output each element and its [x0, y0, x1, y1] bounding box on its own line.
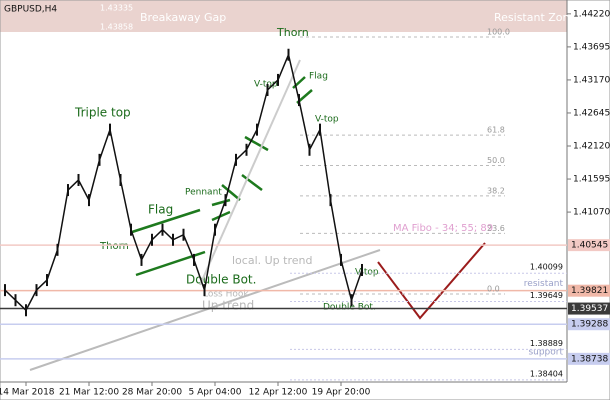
price-bar — [35, 284, 38, 297]
x-tick-label: 21 Mar 12:00 — [59, 388, 119, 398]
price-bar — [298, 94, 300, 107]
annotation: Double Bot. — [323, 303, 376, 313]
price-label: 1.40099 — [530, 263, 563, 272]
annotation: V-top — [355, 268, 379, 278]
price-bar — [287, 48, 290, 61]
annotation: local. Up trend — [232, 254, 312, 267]
annotation: Triple top — [74, 106, 131, 120]
price-bar — [4, 284, 6, 297]
x-tick-label: 12 Apr 12:00 — [249, 388, 308, 398]
annotation: Breakaway Gap — [140, 11, 226, 24]
annotation: MA Fibo - 34; 55; 89 — [393, 223, 493, 234]
price-bar — [361, 263, 363, 276]
price-label: 1.38889 — [530, 339, 563, 348]
annotation: Pennant — [185, 188, 222, 198]
level-box — [568, 302, 610, 315]
annotation: Up trend — [202, 299, 254, 313]
chart-title: GBPUSD,H4 — [4, 5, 57, 15]
price-bar — [172, 233, 174, 246]
x-tick-label: 28 Mar 20:00 — [122, 388, 182, 398]
level-name: support — [528, 347, 563, 357]
y-tick-label: 1.43695 — [573, 42, 610, 52]
price-label: 1.38404 — [530, 369, 563, 378]
level-label: 1.39821 — [571, 286, 608, 296]
price-bar — [130, 223, 132, 236]
price-bar — [46, 274, 48, 287]
gap-label: 1.43858 — [100, 23, 133, 32]
price-bar — [245, 143, 248, 156]
level-box — [568, 284, 610, 297]
level-label: 1.40545 — [571, 241, 608, 251]
price-bar — [140, 253, 143, 266]
level-label: 1.38738 — [571, 354, 608, 364]
fibo-label: 100.0 — [487, 28, 510, 37]
price-bar — [182, 228, 185, 241]
level-name: resistant — [524, 279, 564, 289]
level-box — [568, 318, 610, 331]
price-bar — [98, 153, 101, 166]
trend-line — [199, 59, 301, 286]
fibo-label: 0.0 — [487, 285, 500, 294]
annotation: V-top — [315, 115, 339, 125]
y-tick-label: 1.44220 — [573, 9, 610, 19]
annotation: Resistant Zone — [494, 11, 577, 24]
annotation: Double Bot. — [186, 273, 256, 287]
price-bar — [224, 194, 227, 207]
fibo-label: 38.2 — [487, 186, 505, 195]
price-bar — [109, 123, 111, 136]
y-tick-label: 1.41595 — [573, 175, 610, 185]
price-bar — [203, 284, 206, 297]
annotation: Flag — [309, 72, 328, 82]
price-bar — [67, 184, 69, 197]
price-bar — [340, 253, 342, 266]
price-bar — [329, 194, 332, 207]
level-box — [568, 352, 610, 365]
price-bar — [350, 294, 353, 307]
projection — [377, 242, 486, 320]
price-label: 1.39649 — [530, 291, 563, 300]
level-box — [568, 239, 610, 252]
x-tick-label: 5 Apr 04:00 — [189, 388, 242, 398]
price-bar — [151, 233, 153, 246]
price-bar — [88, 194, 90, 207]
price-bar — [14, 294, 17, 307]
price-bar — [266, 83, 269, 96]
price-bar — [214, 223, 216, 236]
uptrend-line — [29, 249, 381, 371]
level-label: 1.39288 — [571, 320, 608, 330]
price-bar — [256, 123, 258, 136]
annotation: Loss Hook — [203, 290, 249, 300]
x-tick-label: 14 Mar 2018 — [0, 388, 55, 398]
price-bar — [56, 243, 59, 256]
price-bar — [308, 143, 311, 156]
price-bar — [119, 173, 122, 186]
price-bar — [25, 304, 27, 317]
gap-label: 1.43335 — [100, 4, 133, 13]
fibo-label: 23.6 — [487, 224, 505, 233]
price-bar — [319, 123, 321, 136]
y-tick-label: 1.43170 — [573, 75, 610, 85]
price-bar — [277, 73, 279, 86]
fibo-label: 50.0 — [487, 156, 505, 165]
y-tick-label: 1.42120 — [573, 142, 610, 152]
x-tick-label: 19 Apr 20:00 — [312, 388, 371, 398]
fibo-label: 61.8 — [487, 126, 505, 135]
annotation: Thorn — [276, 26, 309, 39]
annotation: V-top — [254, 80, 278, 90]
level-label: 1.39537 — [571, 304, 608, 314]
y-tick-label: 1.42645 — [573, 108, 610, 118]
annotation: Thorn — [99, 241, 129, 252]
annotation: Flag — [148, 203, 173, 217]
price-bar — [161, 223, 164, 236]
price-bar — [235, 153, 237, 166]
gap-zone — [0, 0, 567, 32]
price-bar — [193, 253, 195, 266]
price-bar — [77, 173, 80, 186]
y-tick-label: 1.41070 — [573, 208, 610, 218]
